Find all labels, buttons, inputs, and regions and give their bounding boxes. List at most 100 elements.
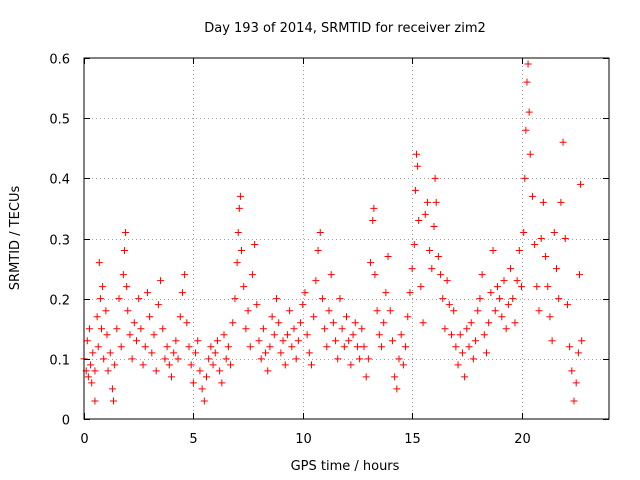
data-point bbox=[417, 283, 425, 291]
data-point bbox=[329, 319, 337, 327]
data-point bbox=[343, 313, 350, 321]
data-point bbox=[222, 355, 230, 363]
data-point bbox=[246, 343, 254, 351]
data-point bbox=[174, 355, 182, 363]
data-point bbox=[384, 253, 392, 261]
data-point bbox=[367, 259, 375, 267]
data-point bbox=[498, 313, 506, 321]
data-point bbox=[347, 361, 355, 369]
x-axis-label: GPS time / hours bbox=[291, 459, 400, 474]
data-point bbox=[537, 235, 545, 242]
data-point bbox=[448, 331, 455, 339]
data-point bbox=[561, 235, 569, 242]
data-point bbox=[94, 343, 102, 351]
data-point bbox=[231, 295, 239, 303]
data-point bbox=[578, 337, 586, 345]
data-point bbox=[364, 355, 372, 363]
data-point bbox=[487, 289, 495, 297]
data-point bbox=[183, 319, 191, 327]
data-point bbox=[474, 307, 482, 315]
data-point bbox=[270, 331, 278, 339]
data-point bbox=[111, 361, 119, 369]
data-point bbox=[172, 337, 180, 345]
data-point bbox=[491, 307, 499, 315]
data-point bbox=[275, 319, 283, 327]
data-point bbox=[430, 222, 438, 230]
data-point bbox=[450, 307, 458, 315]
data-point bbox=[454, 361, 462, 369]
data-point bbox=[176, 313, 184, 321]
data-point bbox=[544, 283, 552, 291]
data-point bbox=[375, 331, 383, 339]
data-point bbox=[476, 295, 484, 303]
data-point bbox=[133, 337, 140, 345]
data-point bbox=[542, 253, 550, 261]
data-point bbox=[84, 373, 92, 381]
data-point bbox=[242, 325, 250, 333]
chart-title: Day 193 of 2014, SRMTID for receiver zim… bbox=[204, 21, 486, 36]
data-point bbox=[483, 349, 490, 357]
data-point bbox=[85, 325, 93, 333]
data-point bbox=[122, 228, 130, 236]
data-point bbox=[146, 313, 154, 321]
data-point bbox=[356, 355, 364, 363]
data-point bbox=[507, 265, 515, 273]
data-point bbox=[568, 367, 576, 375]
data-point bbox=[189, 379, 197, 387]
y-tick-label: 0.5 bbox=[49, 113, 70, 128]
data-point bbox=[493, 283, 501, 291]
y-tick-label: 0.1 bbox=[49, 354, 70, 369]
data-point bbox=[353, 343, 361, 351]
data-point bbox=[103, 331, 111, 339]
x-tick-label: 5 bbox=[189, 432, 197, 447]
data-point bbox=[310, 313, 318, 321]
data-point bbox=[515, 247, 523, 255]
y-tick-labels: 0 0.1 0.2 0.3 0.4 0.5 0.6 bbox=[49, 53, 70, 429]
data-point bbox=[378, 343, 385, 351]
y-tick-label: 0.4 bbox=[49, 173, 70, 188]
y-tick-label: 0.6 bbox=[49, 53, 70, 68]
data-point bbox=[110, 397, 118, 405]
data-point bbox=[303, 331, 311, 339]
data-point bbox=[211, 349, 219, 357]
data-point bbox=[181, 271, 189, 279]
data-point bbox=[513, 277, 521, 285]
data-point bbox=[244, 307, 252, 315]
data-point bbox=[227, 361, 235, 369]
data-point bbox=[575, 271, 583, 279]
data-point bbox=[399, 361, 407, 369]
data-point bbox=[233, 259, 241, 267]
data-point bbox=[123, 283, 131, 291]
data-point bbox=[566, 343, 574, 351]
data-point bbox=[338, 325, 346, 333]
data-point bbox=[100, 355, 108, 363]
data-point bbox=[240, 283, 248, 291]
data-point bbox=[472, 337, 480, 345]
data-point bbox=[266, 343, 274, 351]
x-tick-label: 20 bbox=[514, 432, 531, 447]
data-point bbox=[535, 307, 543, 315]
data-point bbox=[373, 307, 381, 315]
data-points bbox=[80, 60, 586, 405]
data-point bbox=[95, 259, 103, 267]
data-point bbox=[452, 343, 460, 351]
data-point bbox=[209, 361, 217, 369]
data-point bbox=[523, 78, 531, 86]
data-point bbox=[93, 313, 101, 321]
data-point bbox=[268, 313, 276, 321]
data-point bbox=[467, 319, 475, 327]
data-point bbox=[520, 228, 528, 236]
data-point bbox=[336, 295, 344, 303]
data-point bbox=[518, 283, 525, 291]
data-point bbox=[290, 325, 298, 333]
data-point bbox=[386, 307, 394, 315]
y-tick-label: 0.2 bbox=[49, 294, 70, 309]
data-point bbox=[421, 210, 429, 218]
data-point bbox=[555, 295, 563, 303]
data-point bbox=[113, 325, 121, 333]
data-point bbox=[213, 337, 221, 345]
data-point bbox=[148, 349, 156, 357]
data-point bbox=[340, 343, 348, 351]
data-point bbox=[279, 337, 287, 345]
data-point bbox=[234, 228, 242, 236]
